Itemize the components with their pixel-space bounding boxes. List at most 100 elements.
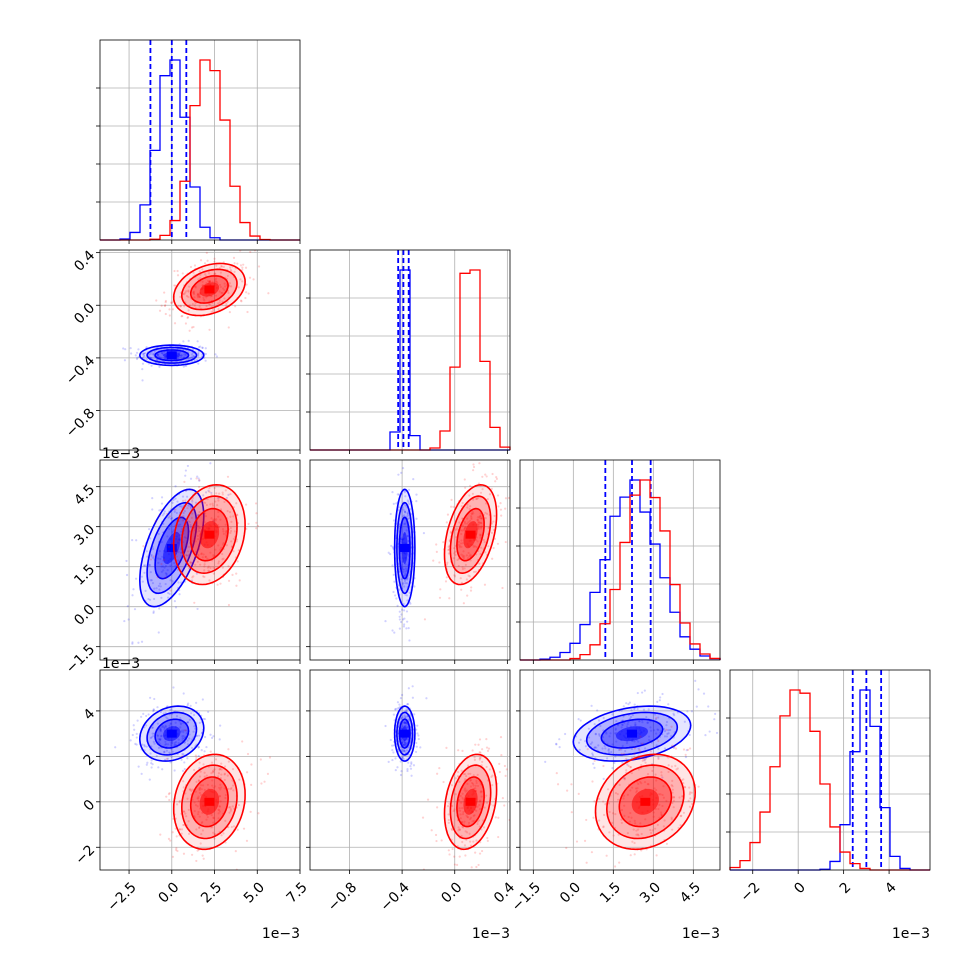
scatter-point xyxy=(672,796,676,799)
scatter-point xyxy=(201,280,204,283)
scatter-point xyxy=(472,545,475,548)
scatter-point xyxy=(163,728,166,731)
scatter-point xyxy=(501,796,504,800)
scatter-point xyxy=(622,794,626,797)
scatter-point xyxy=(463,527,466,530)
scatter-point xyxy=(223,288,226,292)
scatter-point xyxy=(647,783,650,786)
scatter-point xyxy=(629,811,632,815)
scatter-point xyxy=(189,507,193,510)
scatter-point xyxy=(180,832,183,835)
scatter-point xyxy=(457,543,460,546)
scatter-point xyxy=(453,808,456,811)
scatter-point xyxy=(474,784,477,787)
scatter-point xyxy=(404,570,407,573)
scatter-point xyxy=(401,467,405,470)
scatter-point xyxy=(229,526,232,530)
scatter-point xyxy=(163,304,167,308)
scatter-point xyxy=(179,505,182,508)
scatter-point xyxy=(492,546,495,550)
scatter-point xyxy=(198,761,201,764)
scatter-point xyxy=(151,763,154,766)
scatter-point xyxy=(674,764,677,767)
scatter-point xyxy=(268,756,272,759)
scatter-point xyxy=(468,507,471,511)
scatter-point xyxy=(202,857,205,860)
scatter-point xyxy=(151,726,154,729)
scatter-point xyxy=(212,831,215,834)
scatter-point xyxy=(267,292,270,295)
scatter-point xyxy=(472,819,476,822)
scatter-point xyxy=(464,486,467,489)
scatter-point xyxy=(226,274,229,277)
scatter-point xyxy=(221,491,224,494)
scatter-point xyxy=(697,688,700,691)
scatter-point xyxy=(440,839,443,842)
scatter-point xyxy=(467,574,470,577)
scatter-point xyxy=(471,782,475,785)
scatter-point xyxy=(474,851,477,854)
scatter-point xyxy=(131,733,134,737)
contour-line xyxy=(180,495,238,575)
scatter-point xyxy=(132,724,135,727)
scatter-point xyxy=(171,855,175,858)
scatter-point xyxy=(575,840,579,843)
scatter-point xyxy=(611,821,614,824)
scatter-point xyxy=(175,555,178,558)
scatter-point xyxy=(197,779,200,782)
scatter-point xyxy=(135,577,138,580)
scatter-point xyxy=(665,724,668,727)
contour-line xyxy=(393,705,416,762)
scatter-point xyxy=(457,826,460,829)
scatter-point xyxy=(646,721,649,724)
scatter-point xyxy=(223,773,226,776)
scatter-point xyxy=(476,822,479,826)
scatter-point xyxy=(447,821,450,824)
scatter-point xyxy=(621,744,624,747)
scatter-point xyxy=(479,514,482,518)
scatter-point xyxy=(464,522,467,525)
scatter-point xyxy=(170,517,173,520)
scatter-point xyxy=(184,729,188,732)
x-tick-label: −1.5 xyxy=(509,879,544,914)
scatter-point xyxy=(570,783,573,786)
scatter-point xyxy=(163,291,166,294)
scatter-point xyxy=(190,746,194,750)
scatter-point xyxy=(145,346,148,349)
scatter-point xyxy=(177,304,180,308)
scatter-point xyxy=(474,570,477,573)
scatter-point xyxy=(157,766,160,769)
scatter-point xyxy=(473,545,476,548)
scatter-point xyxy=(461,749,464,752)
scatter-point xyxy=(217,812,220,815)
scatter-point xyxy=(487,545,490,548)
scatter-point xyxy=(181,769,185,772)
scatter-point xyxy=(153,587,156,590)
scatter-point xyxy=(633,819,636,822)
scatter-point xyxy=(152,708,155,712)
scatter-point xyxy=(467,521,470,524)
scatter-point xyxy=(165,572,168,576)
scatter-point xyxy=(403,585,406,588)
scatter-point xyxy=(188,554,191,557)
scatter-point xyxy=(487,526,490,530)
scatter-point xyxy=(220,768,223,771)
x-offset-label: 1e−3 xyxy=(262,926,300,942)
scatter-point xyxy=(468,494,471,497)
scatter-point xyxy=(663,819,666,822)
scatter-point xyxy=(211,502,214,505)
scatter-point xyxy=(222,265,225,268)
scatter-point xyxy=(478,757,481,760)
scatter-point xyxy=(181,737,184,740)
scatter-point xyxy=(640,763,643,767)
scatter-point xyxy=(156,734,160,737)
scatter-point xyxy=(213,837,216,840)
density-peak xyxy=(399,729,410,738)
scatter-point xyxy=(469,779,472,782)
scatter-point xyxy=(233,262,236,265)
scatter-point xyxy=(685,749,688,752)
scatter-point xyxy=(198,775,202,778)
x-tick-label: −2 xyxy=(738,879,764,905)
scatter-point xyxy=(155,358,159,361)
scatter-point xyxy=(667,764,670,767)
